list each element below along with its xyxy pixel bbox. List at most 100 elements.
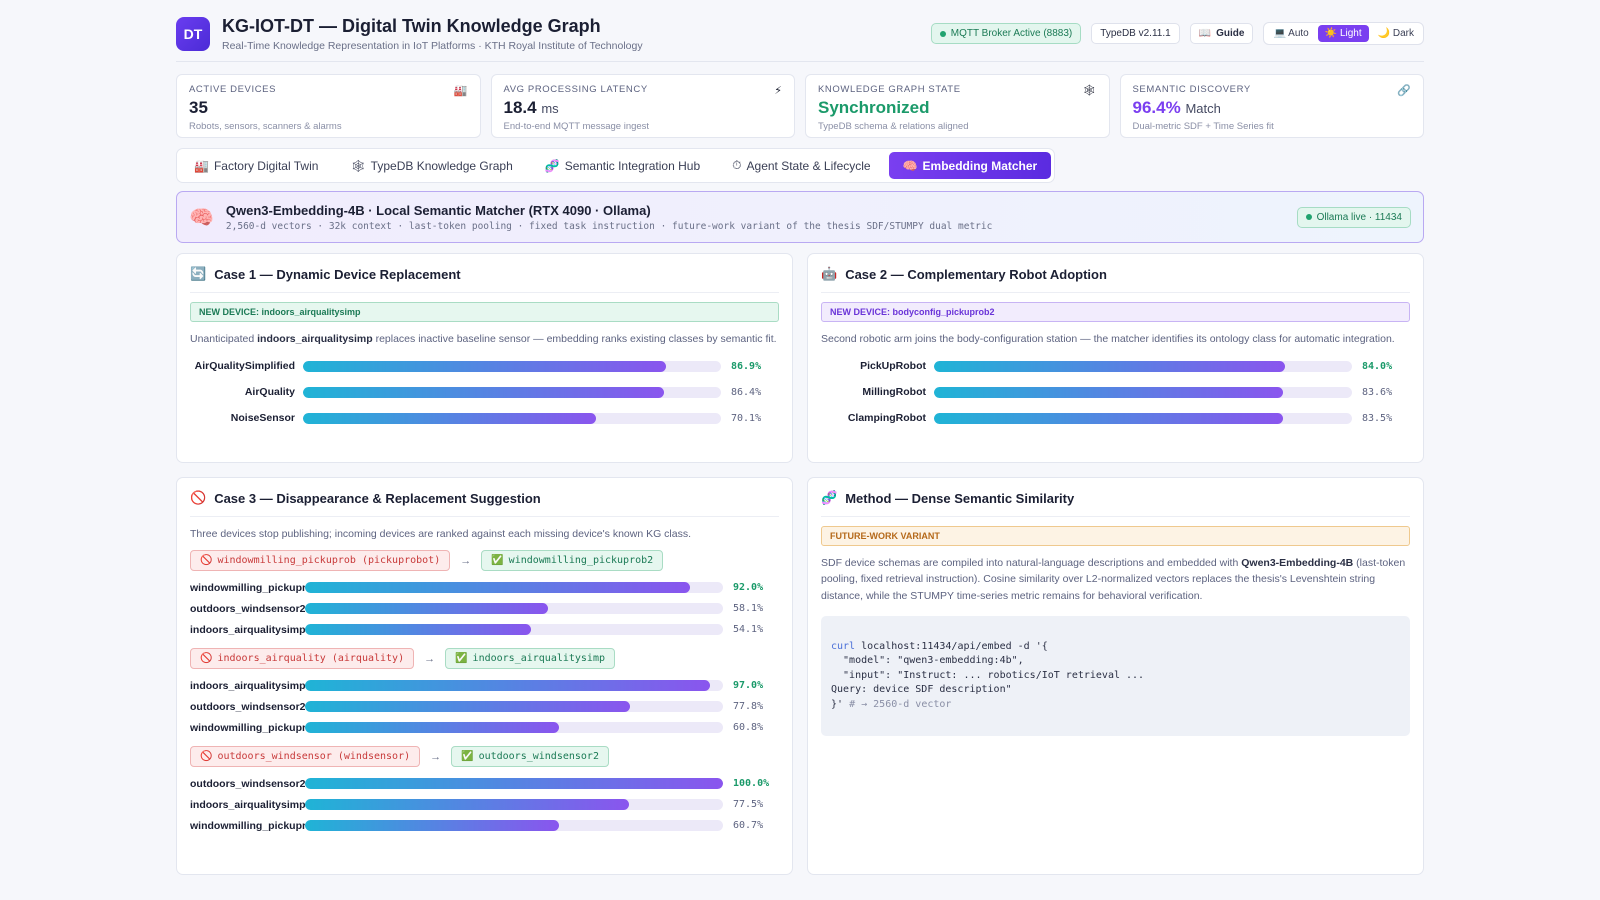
prohibited-icon: 🚫: [200, 555, 213, 567]
ollama-status-badge: Ollama live · 11434: [1296, 206, 1411, 228]
bar-track: [305, 722, 723, 734]
stats-row: Active Devices 🏭 35 Robots, sensors, sca…: [176, 74, 1424, 138]
case1-bars: AirQualitySimplified 86.9% AirQuality 86.4%…: [190, 353, 779, 431]
missing-device-chip: 🚫 windowmilling_pickuprob (pickuprobot): [190, 550, 451, 572]
mqtt-status-text: MQTT Broker Active (8883): [950, 28, 1073, 39]
page-title: KG-IOT-DT — Digital Twin Knowledge Graph: [222, 15, 601, 36]
tab-semantic-integration-hub[interactable]: 🧬 Semantic Integration Hub: [544, 158, 701, 173]
model-banner: 🧠 Qwen3-Embedding-4B · Local Semantic Ma…: [176, 191, 1424, 243]
bar-fill: [934, 386, 1284, 398]
typedb-version-badge: TypeDB v2.11.1: [1091, 23, 1180, 44]
method-title: 🧬 Method — Dense Semantic Similarity: [821, 490, 1410, 517]
bar-label: indoors_airqualitysimp: [190, 679, 305, 692]
similarity-bar-row: windowmilling_pickuprob2 60.7%: [190, 815, 779, 836]
bar-label: AirQualitySimplified: [194, 360, 295, 373]
bar-value: 83.6%: [1362, 386, 1393, 398]
bar-track: [305, 582, 723, 594]
stat-value: 96.4% Match: [1132, 98, 1221, 117]
tab-embedding-matcher[interactable]: 🧠 Embedding Matcher: [888, 152, 1052, 179]
bar-fill: [303, 386, 665, 398]
bar-label: AirQuality: [244, 386, 295, 399]
mqtt-status-badge: MQTT Broker Active (8883): [930, 23, 1082, 44]
bar-track: [303, 360, 721, 372]
check-icon: ✅: [491, 555, 504, 567]
bar-label: windowmilling_pickuprob2: [190, 721, 305, 734]
dna-icon: 🧬: [821, 490, 838, 505]
left-column: 🔄 Case 1 — Dynamic Device Replacement NE…: [176, 253, 793, 875]
replacement-pair: 🚫 outdoors_windsensor (windsensor) → ✅ out…: [190, 746, 779, 768]
brain-icon: 🧠: [902, 158, 918, 173]
bar-value: 54.1%: [733, 624, 764, 636]
stat-subtext: End-to-end MQTT message ingest: [503, 121, 650, 132]
prohibited-icon: 🚫: [200, 653, 213, 665]
main-tabs: 🏭 Factory Digital Twin 🕸 TypeDB Knowledge …: [176, 148, 1056, 183]
header-actions: MQTT Broker Active (8883) TypeDB v2.11.1…: [930, 22, 1424, 45]
bar-label: outdoors_windsensor2: [190, 777, 305, 790]
tab-typedb-knowledge-graph[interactable]: 🕸 TypeDB Knowledge Graph: [350, 158, 513, 173]
future-work-tag: FUTURE-WORK VARIANT: [821, 526, 1410, 546]
stat-card-semantic-discovery: Semantic Discovery 🔗 96.4% Match Dual-me…: [1119, 74, 1424, 138]
bar-fill: [305, 701, 631, 713]
bar-fill: [305, 799, 629, 811]
link-icon: 🔗: [1397, 85, 1411, 97]
similarity-bar-row: NoiseSensor 70.1%: [190, 405, 779, 431]
bar-label: windowmilling_pickuprob2: [190, 581, 305, 594]
bar-track: [305, 820, 723, 832]
check-icon: ✅: [455, 653, 468, 665]
bar-value: 70.1%: [731, 412, 762, 424]
bar-label: outdoors_windsensor2: [190, 700, 305, 713]
bar-fill: [305, 820, 559, 832]
app-header: DT KG-IOT-DT — Digital Twin Knowledge Gr…: [176, 0, 1424, 62]
bar-label: outdoors_windsensor2: [190, 602, 305, 615]
replacement-pair: 🚫 indoors_airquality (airquality) → ✅ indo…: [190, 648, 779, 670]
bar-track: [934, 360, 1352, 372]
theme-dark-button[interactable]: 🌙 Dark: [1377, 28, 1414, 39]
replacement-device-chip: ✅ outdoors_windsensor2: [451, 746, 609, 768]
bar-track: [934, 412, 1352, 424]
lightning-icon: ⚡: [774, 85, 782, 97]
new-device-tag: NEW DEVICE: bodyconfig_pickuprob2: [821, 302, 1410, 322]
case1-title: 🔄 Case 1 — Dynamic Device Replacement: [190, 266, 779, 293]
bar-label: PickUpRobot: [860, 360, 926, 373]
replacement-device-chip: ✅ indoors_airqualitysimp: [445, 648, 615, 670]
case3-group-3-bars: outdoors_windsensor2 100.0% indoors_airqua…: [190, 773, 779, 836]
similarity-bar-row: indoors_airqualitysimp 54.1%: [190, 619, 779, 640]
bar-track: [305, 701, 723, 713]
theme-light-button[interactable]: ☀️ Light: [1317, 25, 1369, 42]
stat-value: Synchronized: [818, 98, 930, 117]
case2-bars: PickUpRobot 84.0% MillingRobot 83.6% Clampin…: [821, 353, 1410, 431]
case3-group-1: 🚫 windowmilling_pickuprob (pickuprobot) →…: [190, 550, 779, 640]
stat-card-active-devices: Active Devices 🏭 35 Robots, sensors, sca…: [176, 74, 481, 138]
method-card: 🧬 Method — Dense Semantic Similarity FUT…: [807, 477, 1424, 875]
stat-card-latency: Avg Processing Latency ⚡ 18.4 ms End-to-…: [490, 74, 795, 138]
similarity-bar-row: windowmilling_pickuprob2 60.8%: [190, 717, 779, 738]
case2-title: 🤖 Case 2 — Complementary Robot Adoption: [821, 266, 1410, 293]
refresh-icon: 🔄: [190, 266, 207, 281]
similarity-bar-row: windowmilling_pickuprob2 92.0%: [190, 577, 779, 598]
bar-track: [303, 412, 721, 424]
stat-label: Active Devices: [189, 84, 277, 95]
tab-factory-digital-twin[interactable]: 🏭 Factory Digital Twin: [194, 158, 319, 173]
similarity-bar-row: PickUpRobot 84.0%: [821, 353, 1410, 379]
arrow-right-icon: →: [460, 554, 472, 567]
prohibited-icon: 🚫: [190, 490, 207, 505]
stat-subtext: Dual-metric SDF + Time Series fit: [1132, 121, 1274, 132]
similarity-bar-row: AirQualitySimplified 86.9%: [190, 353, 779, 379]
status-dot-icon: [1305, 214, 1312, 220]
bar-track: [934, 386, 1352, 398]
app-logo: DT: [176, 16, 210, 51]
tab-agent-state-lifecycle[interactable]: ⏱ Agent State & Lifecycle: [732, 158, 871, 173]
similarity-bar-row: outdoors_windsensor2 58.1%: [190, 598, 779, 619]
theme-auto-button[interactable]: 💻 Auto: [1273, 28, 1309, 39]
similarity-bar-row: indoors_airqualitysimp 77.5%: [190, 794, 779, 815]
banner-title: Qwen3-Embedding-4B · Local Semantic Matc…: [225, 202, 651, 218]
case3-group-1-bars: windowmilling_pickuprob2 92.0% outdoors_wi…: [190, 577, 779, 640]
guide-button[interactable]: 📖 Guide: [1189, 23, 1254, 44]
stat-label: Avg Processing Latency: [503, 84, 648, 95]
bar-track: [305, 680, 723, 692]
bar-label: windowmilling_pickuprob2: [190, 819, 305, 832]
guide-label: Guide: [1216, 28, 1245, 39]
similarity-bar-row: ClampingRobot 83.5%: [821, 405, 1410, 431]
bar-value: 83.5%: [1362, 412, 1393, 424]
bar-fill: [305, 624, 532, 636]
